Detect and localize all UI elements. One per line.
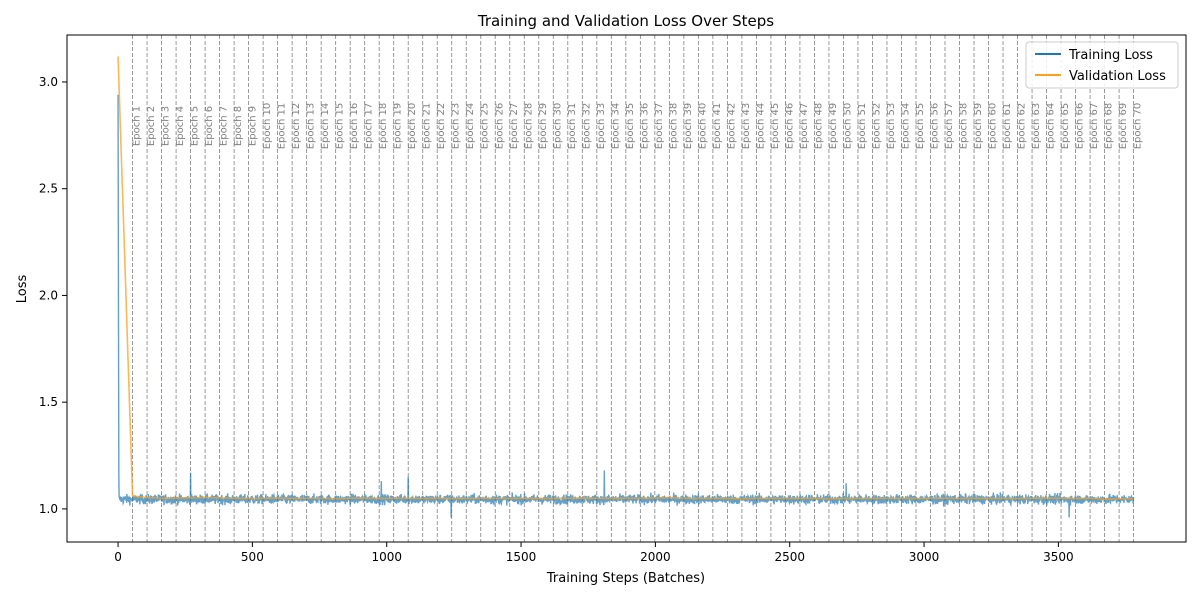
epoch-label: Epoch 30 bbox=[552, 103, 563, 150]
epoch-label: Epoch 13 bbox=[306, 103, 317, 150]
y-tick-label: 1.0 bbox=[39, 502, 58, 516]
legend: Training Loss Validation Loss bbox=[1025, 41, 1179, 89]
epoch-label: Epoch 31 bbox=[567, 103, 578, 150]
epoch-label: Epoch 3 bbox=[161, 106, 172, 146]
x-axis: 0 500 1000 1500 2000 2500 3000 3500 bbox=[114, 542, 1074, 564]
epoch-label: Epoch 55 bbox=[915, 103, 926, 150]
y-tick-label: 2.5 bbox=[39, 182, 58, 196]
chart-title: Training and Validation Loss Over Steps bbox=[477, 12, 774, 30]
epoch-label: Epoch 70 bbox=[1133, 103, 1144, 150]
legend-training-label: Training Loss bbox=[1068, 48, 1153, 63]
epoch-label: Epoch 26 bbox=[494, 103, 505, 150]
x-tick-label: 3000 bbox=[909, 550, 940, 564]
epoch-label: Epoch 56 bbox=[929, 103, 940, 150]
epoch-label: Epoch 28 bbox=[523, 103, 534, 150]
y-axis-label: Loss bbox=[15, 275, 30, 304]
epoch-label: Epoch 68 bbox=[1104, 103, 1115, 150]
epoch-label: Epoch 12 bbox=[291, 103, 302, 150]
epoch-label: Epoch 18 bbox=[378, 103, 389, 150]
epoch-label: Epoch 69 bbox=[1118, 103, 1129, 150]
x-tick-label: 2500 bbox=[774, 550, 805, 564]
epoch-label: Epoch 36 bbox=[639, 103, 650, 150]
epoch-label: Epoch 66 bbox=[1075, 103, 1086, 150]
x-axis-label: Training Steps (Batches) bbox=[546, 571, 705, 586]
legend-validation-label: Validation Loss bbox=[1069, 69, 1166, 84]
epoch-label: Epoch 17 bbox=[364, 103, 375, 150]
x-tick-label: 1500 bbox=[506, 550, 537, 564]
epoch-label: Epoch 23 bbox=[451, 103, 462, 150]
epoch-label: Epoch 7 bbox=[219, 106, 230, 146]
epoch-label: Epoch 48 bbox=[813, 103, 824, 150]
epoch-label: Epoch 19 bbox=[393, 103, 404, 150]
epoch-label: Epoch 60 bbox=[988, 103, 999, 150]
y-tick-label: 2.0 bbox=[39, 288, 58, 302]
epoch-label: Epoch 16 bbox=[349, 103, 360, 150]
y-axis: 1.0 1.5 2.0 2.5 3.0 bbox=[39, 75, 67, 516]
epoch-label: Epoch 42 bbox=[726, 103, 737, 150]
training-loss-line bbox=[117, 94, 1135, 518]
plot-frame bbox=[66, 34, 1187, 543]
epoch-label: Epoch 27 bbox=[509, 103, 520, 150]
y-tick-label: 1.5 bbox=[39, 395, 58, 409]
epoch-label: Epoch 41 bbox=[712, 103, 723, 150]
epoch-label: Epoch 11 bbox=[277, 103, 288, 150]
x-tick-label: 3500 bbox=[1043, 550, 1074, 564]
epoch-label: Epoch 33 bbox=[596, 103, 607, 150]
epoch-label: Epoch 24 bbox=[465, 103, 476, 150]
epoch-label: Epoch 14 bbox=[320, 103, 331, 150]
epoch-label: Epoch 65 bbox=[1060, 103, 1071, 150]
epoch-label: Epoch 47 bbox=[799, 103, 810, 150]
epoch-label: Epoch 1 bbox=[132, 106, 143, 146]
epoch-label: Epoch 6 bbox=[204, 106, 215, 146]
epoch-label: Epoch 46 bbox=[784, 103, 795, 150]
epoch-label: Epoch 39 bbox=[683, 103, 694, 150]
epoch-label: Epoch 59 bbox=[973, 103, 984, 150]
epoch-label: Epoch 63 bbox=[1031, 103, 1042, 150]
epoch-label: Epoch 37 bbox=[654, 103, 665, 150]
epoch-label: Epoch 61 bbox=[1002, 103, 1013, 150]
epoch-label: Epoch 40 bbox=[697, 103, 708, 150]
epoch-label: Epoch 5 bbox=[190, 106, 201, 146]
epoch-label: Epoch 62 bbox=[1017, 103, 1028, 150]
epoch-label: Epoch 38 bbox=[668, 103, 679, 150]
epoch-markers: Epoch 1 Epoch 2 Epoch 3 Epoch 4 Epoch 5 Epoch… bbox=[132, 35, 1144, 542]
epoch-label: Epoch 10 bbox=[262, 103, 273, 150]
epoch-label: Epoch 54 bbox=[900, 103, 911, 150]
epoch-label: Epoch 64 bbox=[1046, 103, 1057, 150]
plot-lines bbox=[117, 56, 1135, 518]
epoch-label: Epoch 32 bbox=[581, 103, 592, 150]
epoch-label: Epoch 50 bbox=[842, 103, 853, 150]
epoch-label: Epoch 21 bbox=[422, 103, 433, 150]
epoch-label: Epoch 15 bbox=[335, 103, 346, 150]
x-tick-label: 1000 bbox=[371, 550, 402, 564]
y-tick-label: 3.0 bbox=[39, 75, 58, 89]
epoch-label: Epoch 58 bbox=[959, 103, 970, 150]
epoch-label: Epoch 22 bbox=[436, 103, 447, 150]
epoch-label: Epoch 34 bbox=[610, 103, 621, 150]
epoch-label: Epoch 52 bbox=[871, 103, 882, 150]
epoch-label: Epoch 2 bbox=[146, 106, 157, 146]
epoch-label: Epoch 57 bbox=[944, 103, 955, 150]
epoch-label: Epoch 29 bbox=[538, 103, 549, 150]
epoch-label: Epoch 8 bbox=[233, 106, 244, 146]
x-tick-label: 0 bbox=[114, 550, 122, 564]
epoch-label: Epoch 49 bbox=[828, 103, 839, 150]
epoch-label: Epoch 4 bbox=[175, 106, 186, 146]
epoch-label: Epoch 9 bbox=[248, 106, 259, 146]
epoch-label: Epoch 35 bbox=[625, 103, 636, 150]
epoch-label: Epoch 53 bbox=[886, 103, 897, 150]
epoch-label: Epoch 43 bbox=[741, 103, 752, 150]
epoch-label: Epoch 44 bbox=[755, 103, 766, 150]
validation-loss-line bbox=[117, 56, 1134, 501]
epoch-label: Epoch 20 bbox=[407, 103, 418, 150]
epoch-label: Epoch 67 bbox=[1089, 103, 1100, 150]
epoch-label: Epoch 25 bbox=[480, 103, 491, 150]
legend-box bbox=[1025, 41, 1179, 89]
x-tick-label: 2000 bbox=[640, 550, 671, 564]
epoch-label: Epoch 51 bbox=[857, 103, 868, 150]
epoch-label: Epoch 45 bbox=[770, 103, 781, 150]
x-tick-label: 500 bbox=[241, 550, 264, 564]
